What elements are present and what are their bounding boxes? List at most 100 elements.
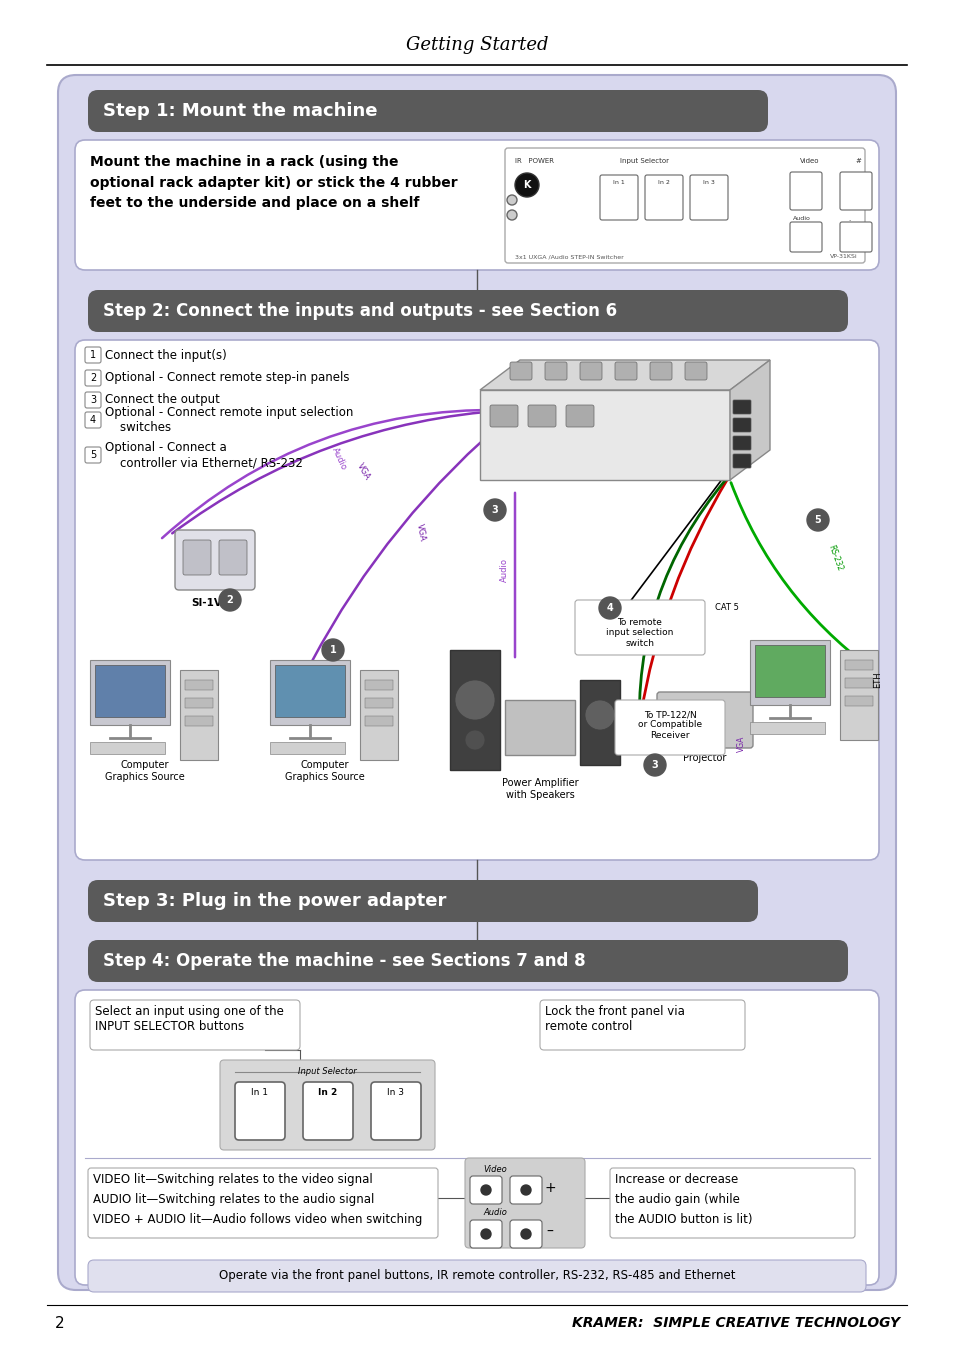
Bar (185, 716, 213, 726)
Text: Operate via the front panel buttons, IR remote controller, RS-232, RS-485 and Et: Operate via the front panel buttons, IR … (218, 1270, 735, 1282)
FancyBboxPatch shape (840, 222, 871, 252)
Bar (844, 659, 872, 670)
Circle shape (520, 1229, 531, 1239)
FancyBboxPatch shape (470, 1220, 501, 1248)
Text: Computer
Graphics Source: Computer Graphics Source (285, 760, 364, 781)
Bar (274, 665, 345, 718)
Text: Optional - Connect remote step-in panels: Optional - Connect remote step-in panels (105, 371, 349, 385)
Text: Input Selector: Input Selector (619, 158, 668, 164)
Text: Power Amplifier
with Speakers: Power Amplifier with Speakers (501, 779, 578, 800)
FancyBboxPatch shape (464, 1158, 584, 1248)
Bar (359, 670, 397, 760)
Bar (90, 659, 170, 724)
FancyBboxPatch shape (732, 418, 750, 432)
FancyBboxPatch shape (657, 692, 752, 747)
Text: VGA: VGA (355, 462, 372, 482)
Text: 2: 2 (55, 1316, 65, 1331)
Bar (749, 722, 824, 734)
FancyBboxPatch shape (88, 1261, 865, 1292)
FancyBboxPatch shape (789, 222, 821, 252)
Bar (180, 670, 218, 760)
FancyBboxPatch shape (219, 540, 247, 575)
Circle shape (663, 705, 691, 734)
Bar (365, 699, 393, 708)
Circle shape (598, 597, 620, 619)
Circle shape (506, 195, 517, 204)
FancyBboxPatch shape (644, 175, 682, 219)
Text: Audio: Audio (482, 1208, 506, 1217)
FancyBboxPatch shape (510, 1177, 541, 1204)
Text: Lock the front panel via
remote control: Lock the front panel via remote control (544, 1005, 684, 1033)
FancyBboxPatch shape (579, 362, 601, 380)
FancyBboxPatch shape (470, 1177, 501, 1204)
Bar (185, 699, 213, 708)
Bar (90, 742, 165, 754)
FancyBboxPatch shape (689, 175, 727, 219)
Circle shape (219, 589, 241, 611)
Text: Connect the output: Connect the output (105, 394, 219, 406)
Text: Audio: Audio (792, 217, 810, 221)
Bar (754, 645, 824, 697)
Text: 1: 1 (330, 645, 336, 655)
Text: Getting Started: Getting Started (405, 37, 548, 54)
Text: Step 1: Mount the machine: Step 1: Mount the machine (103, 102, 377, 121)
FancyBboxPatch shape (504, 148, 864, 263)
Text: VP-31KSi: VP-31KSi (829, 255, 857, 260)
FancyBboxPatch shape (615, 362, 637, 380)
FancyBboxPatch shape (75, 990, 878, 1285)
Bar (450, 650, 499, 770)
Text: 3: 3 (491, 505, 497, 515)
Text: +: + (543, 1181, 556, 1196)
FancyBboxPatch shape (88, 880, 758, 922)
FancyBboxPatch shape (85, 412, 101, 428)
Text: In 1: In 1 (613, 180, 624, 185)
Text: Video: Video (482, 1164, 506, 1174)
Text: ETH: ETH (873, 672, 882, 688)
Polygon shape (729, 360, 769, 481)
Text: 1: 1 (90, 349, 96, 360)
Text: 3x1 UXGA /Audio STEP-IN Switcher: 3x1 UXGA /Audio STEP-IN Switcher (515, 255, 623, 260)
Text: 3: 3 (651, 760, 658, 770)
Text: VIDEO lit—Switching relates to the video signal
AUDIO lit—Switching relates to t: VIDEO lit—Switching relates to the video… (92, 1173, 422, 1225)
FancyBboxPatch shape (88, 1169, 437, 1238)
Bar (844, 696, 872, 705)
Text: To remote
input selection
switch: To remote input selection switch (606, 617, 673, 647)
FancyBboxPatch shape (684, 362, 706, 380)
FancyBboxPatch shape (510, 1220, 541, 1248)
FancyBboxPatch shape (575, 600, 704, 655)
Circle shape (584, 700, 615, 730)
FancyBboxPatch shape (539, 1001, 744, 1049)
Text: 4: 4 (90, 414, 96, 425)
FancyBboxPatch shape (510, 362, 532, 380)
Text: Step 4: Operate the machine - see Sections 7 and 8: Step 4: Operate the machine - see Sectio… (103, 952, 585, 969)
FancyBboxPatch shape (88, 89, 767, 131)
Text: Optional - Connect remote input selection
    switches: Optional - Connect remote input selectio… (105, 406, 353, 435)
Text: .: . (847, 217, 849, 222)
Text: –: – (546, 1225, 553, 1239)
Circle shape (480, 1229, 491, 1239)
Bar (365, 716, 393, 726)
FancyBboxPatch shape (220, 1060, 435, 1150)
Text: KRAMER:  SIMPLE CREATIVE TECHNOLOGY: KRAMER: SIMPLE CREATIVE TECHNOLOGY (572, 1316, 899, 1330)
Bar (749, 640, 829, 705)
Text: 2: 2 (90, 372, 96, 383)
Bar (95, 665, 165, 718)
FancyBboxPatch shape (88, 940, 847, 982)
Text: Step 2: Connect the inputs and outputs - see Section 6: Step 2: Connect the inputs and outputs -… (103, 302, 617, 320)
FancyBboxPatch shape (840, 172, 871, 210)
FancyBboxPatch shape (90, 1001, 299, 1049)
Circle shape (483, 500, 505, 521)
Circle shape (520, 1185, 531, 1196)
Circle shape (322, 639, 344, 661)
FancyBboxPatch shape (732, 436, 750, 450)
FancyBboxPatch shape (609, 1169, 854, 1238)
Circle shape (464, 730, 484, 750)
Bar (579, 680, 619, 765)
FancyBboxPatch shape (174, 529, 254, 590)
Text: VGA: VGA (415, 523, 427, 542)
Circle shape (455, 680, 495, 720)
Circle shape (506, 210, 517, 219)
Text: Audio: Audio (499, 558, 509, 582)
Text: Increase or decrease
the audio gain (while
the AUDIO button is lit): Increase or decrease the audio gain (whi… (615, 1173, 752, 1225)
Text: In 3: In 3 (387, 1089, 404, 1097)
